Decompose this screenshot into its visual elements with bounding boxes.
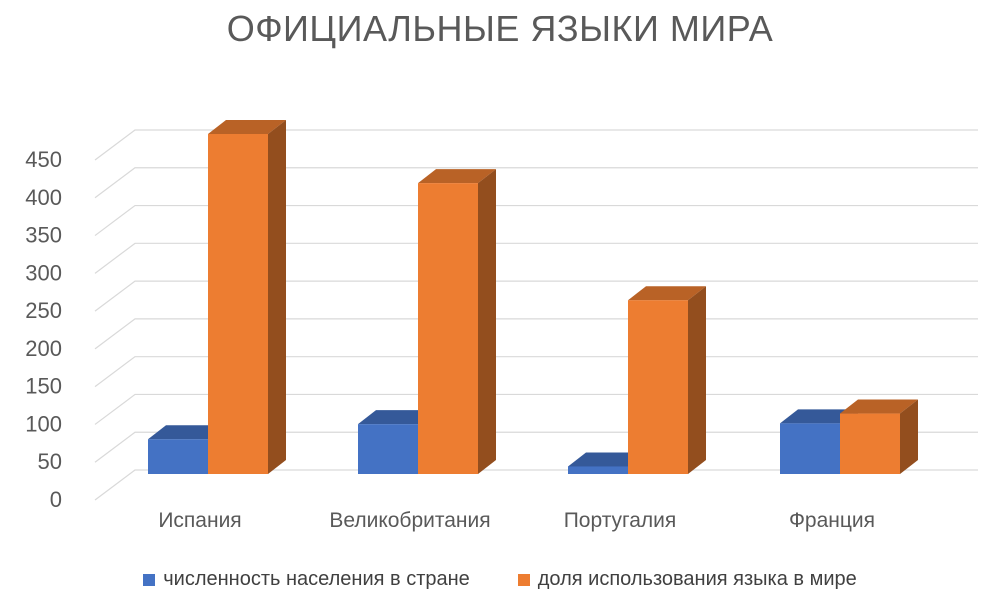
legend-label-language-share: доля использования языка в мире — [537, 568, 857, 590]
legend-swatch-language-share — [517, 573, 530, 586]
legend-label-population: численность населения в стране — [163, 568, 470, 590]
y-tick-label: 400 — [25, 185, 62, 210]
gridline — [94, 469, 978, 501]
bar-side-face — [688, 286, 706, 474]
bar — [840, 399, 918, 474]
bar-top-face — [780, 409, 858, 424]
gridline — [94, 129, 978, 161]
bar-side-face — [900, 399, 918, 474]
bar-top-face — [840, 399, 918, 414]
bar — [628, 286, 706, 474]
bar-side-face — [268, 120, 286, 474]
bar — [208, 120, 286, 474]
bar-front-face — [208, 134, 268, 474]
gridline — [94, 204, 978, 237]
bar-top-face — [148, 425, 226, 440]
legend-item-population: численность населения в стране — [143, 568, 470, 591]
x-category-label: Франция — [789, 509, 875, 532]
y-tick-label: 450 — [25, 147, 62, 172]
bar-front-face — [568, 466, 628, 474]
y-tick-label: 200 — [25, 336, 62, 361]
y-tick-label: 0 — [50, 487, 62, 512]
gridlines — [94, 129, 978, 501]
bar-front-face — [628, 300, 688, 474]
y-tick-label: 100 — [25, 411, 62, 436]
y-axis-ticks: 0 50 100 150 200 250 300 350 400 450 — [25, 147, 62, 512]
y-tick-label: 300 — [25, 260, 62, 285]
bar-front-face — [418, 183, 478, 474]
gridline — [94, 242, 978, 274]
x-category-label: Великобритания — [329, 509, 490, 532]
bar-top-face — [628, 286, 706, 301]
y-tick-label: 50 — [38, 449, 62, 474]
bar-front-face — [840, 413, 900, 474]
bar-top-face — [418, 169, 496, 184]
legend: численность населения в стране доля испо… — [0, 568, 1000, 591]
bar-top-face — [208, 120, 286, 134]
y-tick-label: 250 — [25, 298, 62, 323]
x-category-label: Португалия — [564, 509, 677, 532]
legend-swatch-population — [143, 573, 156, 586]
bar-top-face — [358, 410, 436, 425]
bars — [148, 120, 918, 474]
y-tick-label: 150 — [25, 374, 62, 399]
gridline — [94, 167, 978, 199]
y-tick-label: 350 — [25, 223, 62, 248]
chart-title: ОФИЦИАЛЬНЫЕ ЯЗЫКИ МИРА — [226, 8, 774, 49]
bar — [418, 169, 496, 474]
bar-front-face — [358, 424, 418, 474]
bar-front-face — [780, 423, 840, 474]
legend-item-language-share: доля использования языка в мире — [517, 568, 857, 591]
bar-top-face — [568, 452, 646, 467]
x-axis-categories: Испания Великобритания Португалия Франция — [158, 509, 875, 532]
bar-front-face — [148, 439, 208, 474]
gridline — [94, 280, 978, 312]
x-category-label: Испания — [158, 509, 241, 532]
bar-side-face — [478, 169, 496, 474]
